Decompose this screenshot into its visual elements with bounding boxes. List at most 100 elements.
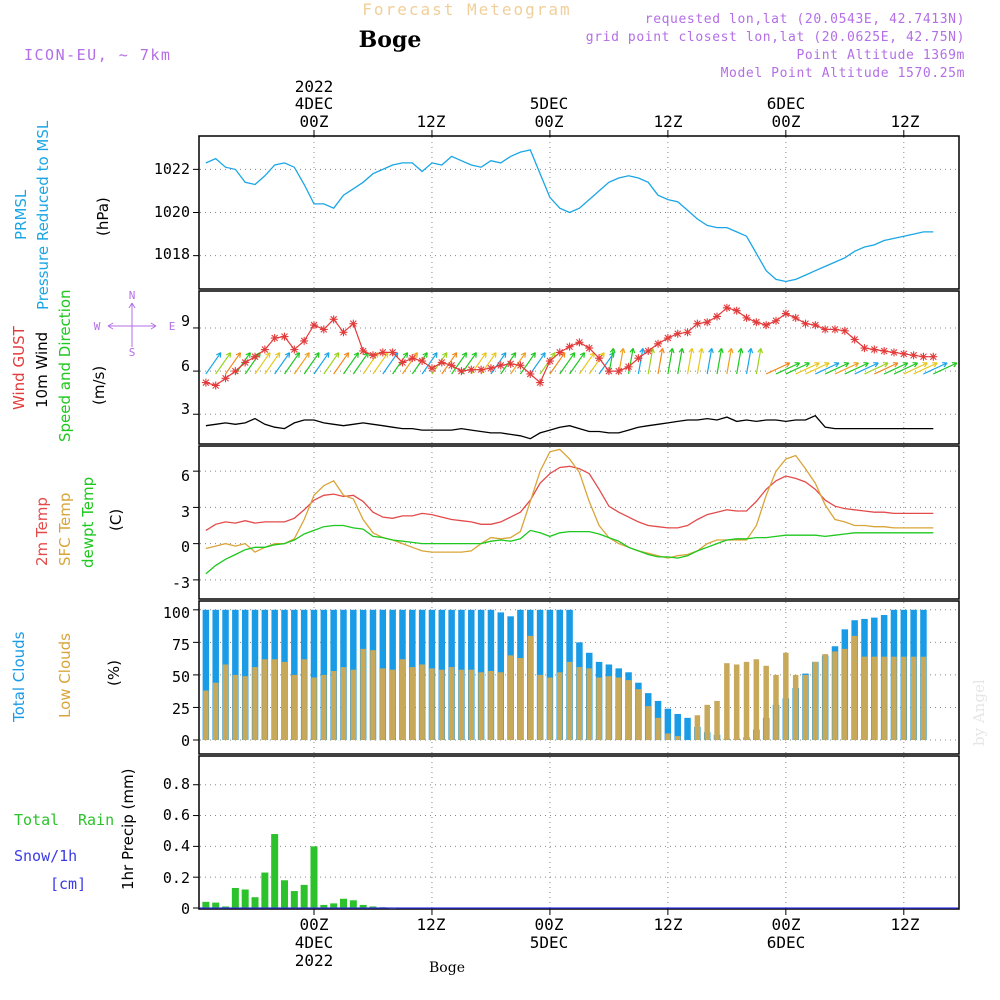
pressure-panel: 1018 1020 1022 (154, 135, 960, 290)
low-cloud-bar (547, 677, 553, 740)
wind-arrow-head (873, 362, 879, 368)
gust-marker (673, 329, 682, 338)
wind-panel: 3 6 9 (181, 290, 960, 445)
wind-arrow (313, 352, 330, 375)
gust-marker (378, 348, 387, 357)
gust-marker (496, 361, 505, 370)
total-cloud-bar (664, 708, 672, 740)
wind-arrow (225, 352, 241, 375)
precip-bar (349, 900, 357, 908)
low-cloud-bar (488, 670, 494, 740)
precip-bar (320, 904, 328, 908)
low-cloud-bar (733, 664, 740, 740)
gust-marker (241, 358, 250, 367)
low-cloud-bar (507, 655, 514, 740)
gust-marker (604, 367, 613, 376)
low-cloud-bar (792, 674, 799, 740)
wind-arrow (372, 352, 389, 375)
wind-arrow-head (412, 352, 418, 358)
precip-tick-08: 0.8 (163, 775, 190, 793)
top-year: 2022 (295, 77, 334, 96)
wind-arrow (657, 348, 664, 375)
wind-arrow (795, 362, 820, 375)
low-cloud-bar (724, 663, 730, 740)
wind-arrow (519, 352, 536, 375)
low-cloud-bar (871, 656, 878, 740)
gust-marker (850, 335, 859, 344)
low-cloud-bar (753, 659, 760, 740)
bottom-hour-2: 12Z (417, 915, 446, 934)
gust-marker (840, 326, 849, 335)
low-cloud-bar (557, 672, 563, 740)
wind-arrow (264, 352, 281, 375)
wind-arrow-head (619, 347, 626, 354)
wind-arrow (775, 362, 800, 375)
total-cloud-bar (546, 609, 554, 740)
gust-marker (339, 328, 348, 337)
top-hour-1: 00Z (300, 112, 329, 131)
wind-arrow-head (843, 362, 850, 368)
t2m-label: 2m Temp (33, 497, 51, 566)
low-cloud-bar (222, 664, 229, 740)
low-cloud-bar (291, 674, 298, 740)
wind-arrow-head (814, 362, 820, 368)
model-label: ICON-EU, ~ 7km (24, 46, 171, 64)
temp-tick-3: 3 (181, 503, 190, 521)
gust-marker (447, 361, 456, 370)
wind-arrow-head (941, 362, 948, 368)
wind-arrow-head (343, 352, 350, 358)
wind-arrow (421, 352, 438, 375)
gust-marker (437, 358, 446, 367)
low-cloud-bar (330, 670, 337, 740)
total-cloud-bar (674, 713, 681, 740)
gust-marker (251, 352, 260, 361)
low-cloud-bar (851, 635, 858, 740)
meteogram-title: Forecast Meteogram (362, 0, 571, 19)
wind-arrow-head (629, 347, 636, 354)
wind-arrow (765, 362, 790, 375)
low-cloud-bar (301, 659, 307, 740)
gust-marker (644, 346, 653, 355)
wind-arrow (824, 362, 849, 375)
wind-arrow-head (737, 347, 744, 354)
wind-arrow-head (883, 362, 889, 368)
gust-marker (585, 344, 594, 353)
wind-arrow-head (824, 362, 830, 368)
wind-arrow (686, 348, 693, 375)
low-cloud-bar (203, 690, 209, 740)
gust-marker (486, 364, 495, 373)
precip-bar (339, 898, 347, 908)
clouds-tick-50: 50 (172, 668, 190, 686)
plot-layer (193, 130, 958, 915)
top-day-3: 6DEC (767, 94, 806, 113)
wind-arrow (500, 352, 517, 375)
wind-arrow-head (569, 352, 576, 358)
bottom-day-1: 4DEC (295, 933, 334, 952)
gust-marker (359, 346, 368, 355)
wind-arrow-head (304, 352, 310, 358)
wind-arrow-head (501, 352, 507, 358)
gust-marker (319, 325, 328, 334)
gust-marker (830, 325, 839, 334)
temp-tick-0: 0 (181, 538, 190, 556)
wind-arrow-head (932, 362, 938, 368)
gust-marker (310, 321, 318, 330)
low-cloud-bar (566, 661, 573, 740)
low-cloud-bar (389, 669, 396, 740)
low-cloud-bar (232, 674, 239, 740)
gust-marker (349, 319, 358, 328)
wind-arrow (883, 362, 908, 375)
wind-arrow (726, 348, 732, 375)
precip-tick-06: 0.6 (163, 806, 190, 824)
low-cloud-bar (380, 668, 386, 740)
wind-arrow-head (314, 352, 320, 358)
precip-ylabel: 1hr Precip (mm) (119, 769, 137, 890)
wind-arrow-head (951, 362, 958, 368)
gust-marker (368, 351, 377, 360)
wind-arrow (844, 362, 869, 375)
gust-marker (427, 364, 436, 373)
low-cloud-bar (763, 665, 769, 740)
wind-arrow-head (922, 362, 928, 368)
gust-marker (929, 352, 938, 361)
dewpt-line (205, 524, 934, 575)
